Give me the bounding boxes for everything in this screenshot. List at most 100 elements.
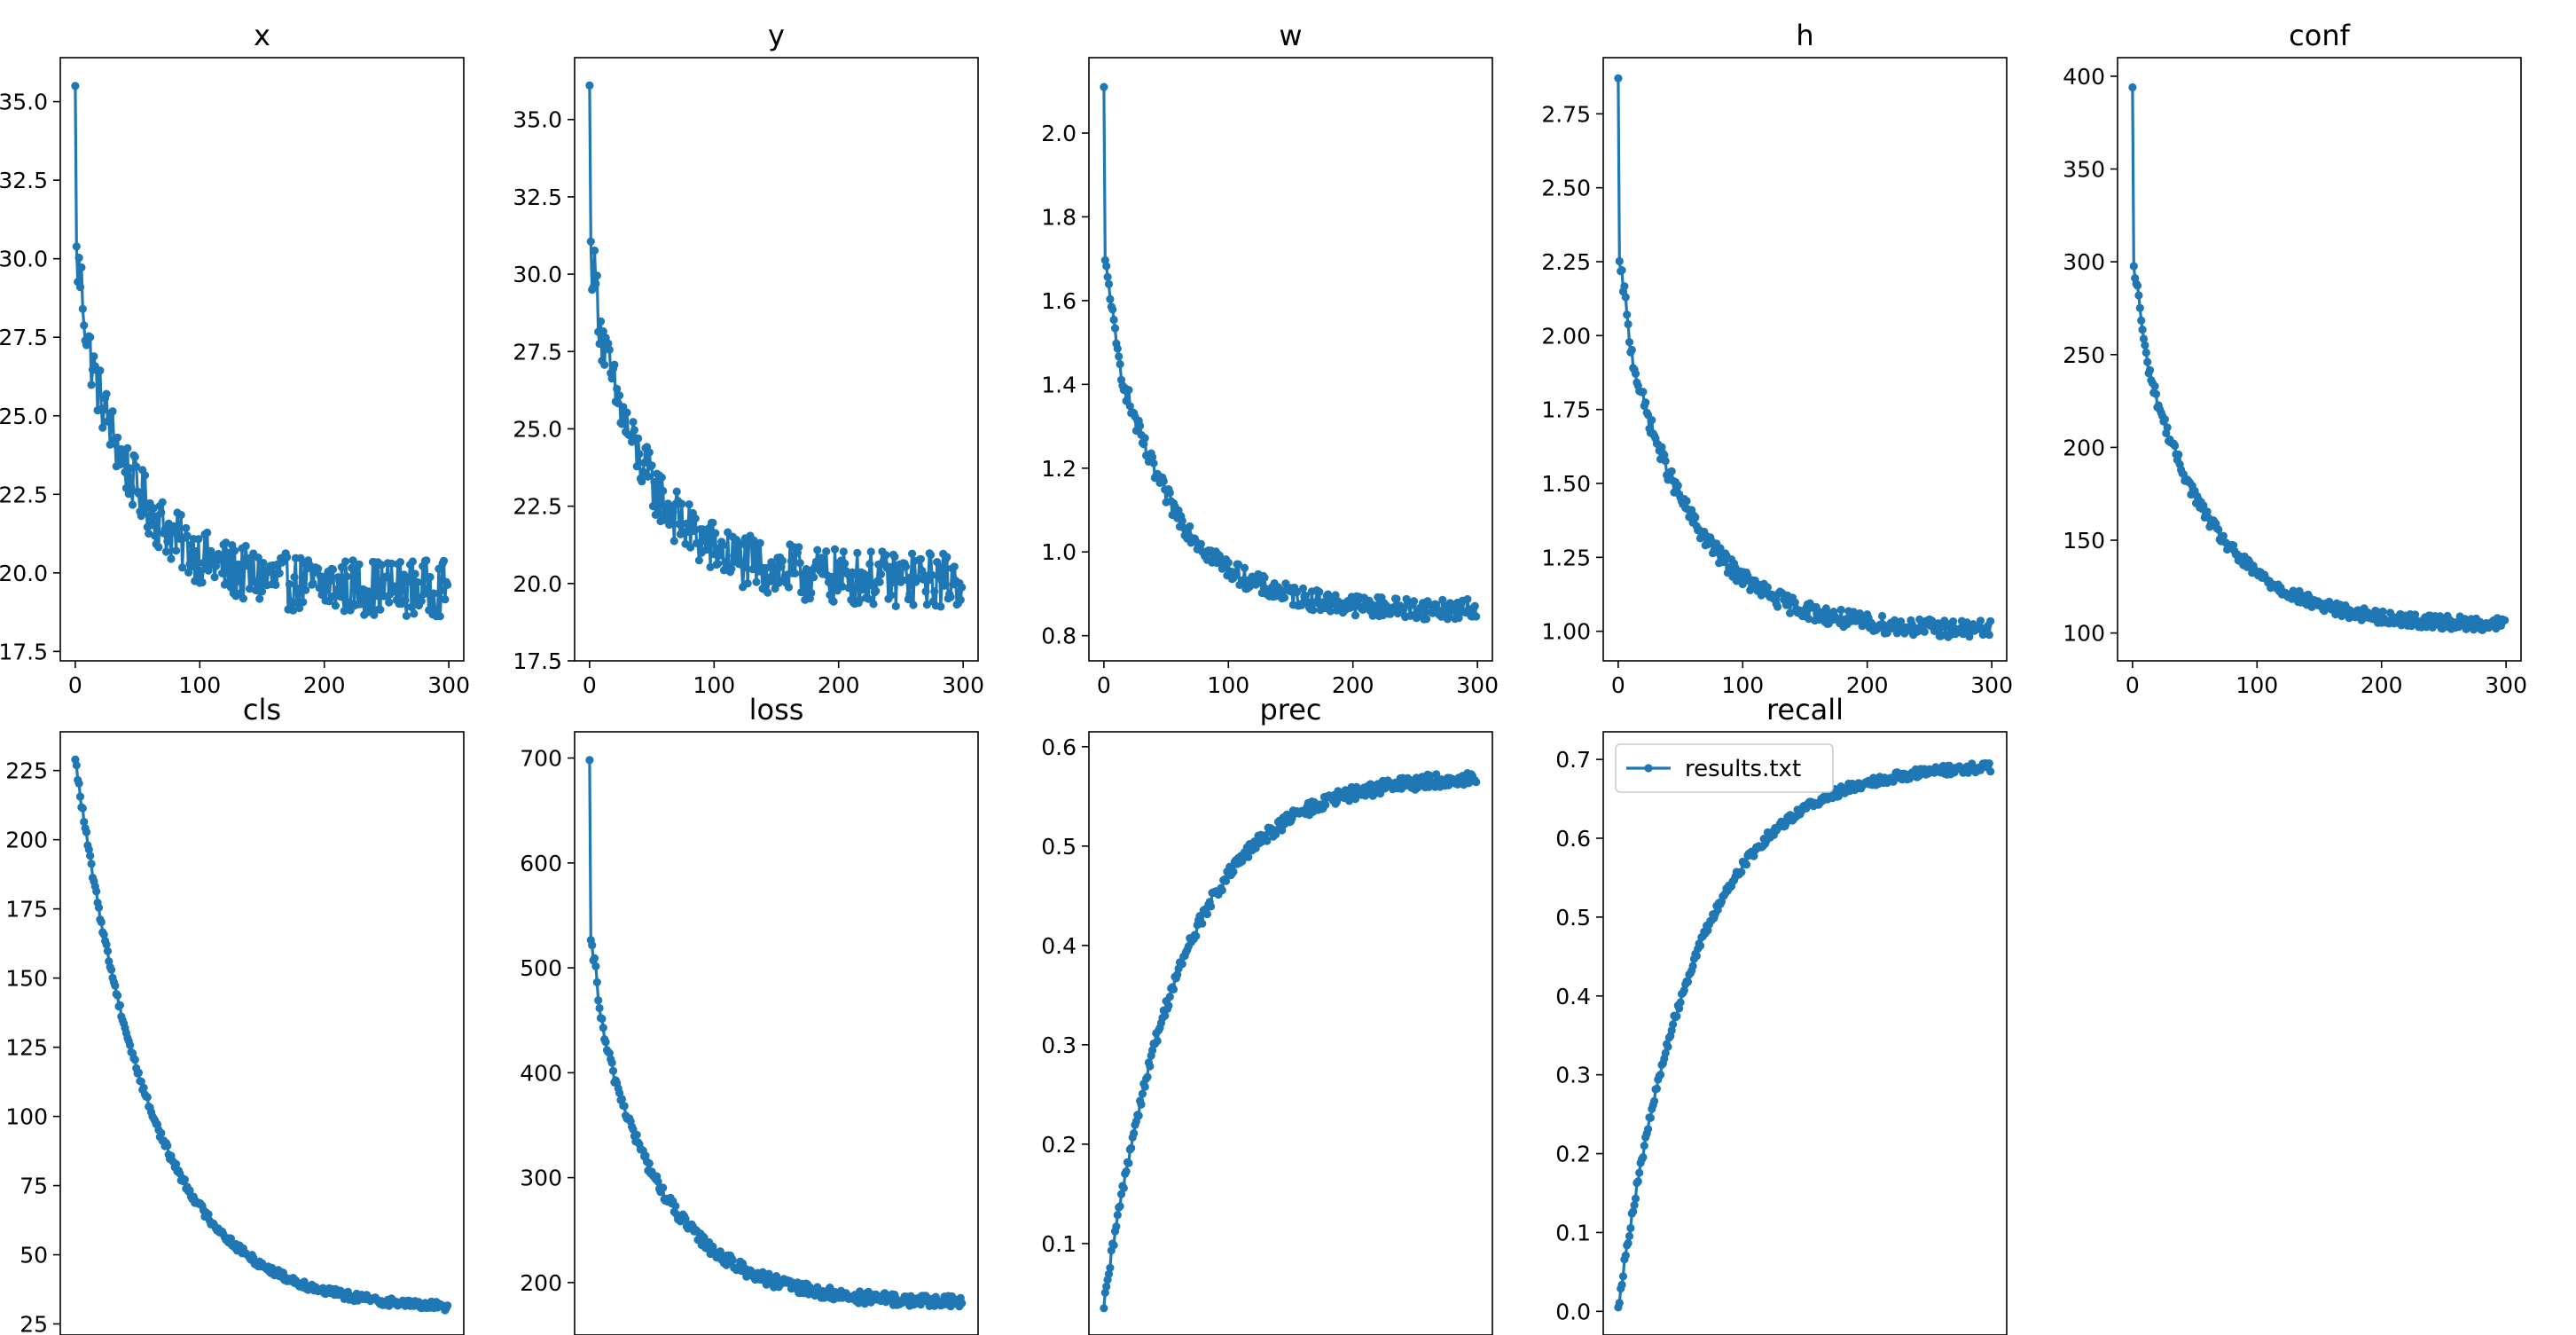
- data-point: [1134, 1111, 1143, 1120]
- data-point: [638, 467, 647, 476]
- y-tick-label: 500: [520, 955, 562, 981]
- data-point: [1331, 591, 1340, 600]
- data-point: [1178, 516, 1186, 525]
- data-point: [640, 459, 649, 467]
- data-point: [865, 560, 874, 569]
- data-point: [1104, 1269, 1114, 1278]
- data-point: [370, 610, 379, 619]
- data-point: [604, 339, 613, 348]
- x-tick-label: 0: [583, 672, 597, 698]
- y-tick-label: 200: [2063, 435, 2105, 460]
- subplot-recall: recall01002003000.00.10.20.30.40.50.60.7…: [1555, 693, 2008, 1335]
- data-point: [2141, 341, 2149, 349]
- series-line: [2131, 87, 2506, 632]
- y-tick-label: 400: [520, 1060, 562, 1086]
- subplot-y: y 0 100 200 300 17.5 20.0 22.5 25.0 27.5 30.0 32.5 3…: [513, 19, 984, 698]
- data-point: [2139, 334, 2149, 343]
- data-point: [875, 577, 884, 586]
- y-tick-label: 250: [2063, 342, 2105, 368]
- y-tick-label: 17.5: [513, 648, 562, 674]
- series-markers: [585, 756, 967, 1311]
- data-point: [203, 528, 212, 538]
- y-tick-label: 27.5: [0, 325, 48, 350]
- data-point: [80, 321, 89, 330]
- data-point: [2199, 501, 2208, 510]
- data-point: [103, 946, 112, 955]
- data-point: [1938, 623, 1947, 632]
- data-point: [1100, 1304, 1108, 1313]
- data-point: [115, 460, 124, 469]
- data-point: [1691, 513, 1700, 522]
- data-point: [1626, 1223, 1635, 1233]
- data-point: [441, 595, 450, 604]
- data-point: [869, 600, 878, 609]
- data-point: [355, 560, 364, 569]
- data-point: [1985, 631, 1993, 640]
- data-point: [339, 593, 348, 601]
- y-tick-label: 200: [5, 828, 48, 853]
- data-point: [665, 520, 674, 530]
- data-point: [1737, 868, 1746, 876]
- x-tick-label: 200: [818, 672, 860, 698]
- data-point: [940, 581, 949, 590]
- data-point: [139, 1083, 148, 1092]
- data-point: [1196, 539, 1205, 548]
- data-point: [591, 962, 600, 970]
- data-point: [250, 577, 259, 586]
- data-point: [687, 520, 696, 529]
- data-point: [1672, 1012, 1681, 1021]
- data-point: [1878, 611, 1887, 621]
- y-tick-label: 22.5: [513, 494, 562, 520]
- data-point: [672, 487, 681, 496]
- data-point: [590, 246, 599, 255]
- data-point: [1790, 598, 1799, 607]
- data-point: [839, 547, 848, 556]
- data-point: [613, 384, 622, 393]
- data-point: [654, 1177, 662, 1186]
- series-markers: [2128, 82, 2509, 635]
- data-point: [791, 569, 800, 578]
- data-point: [1130, 1129, 1139, 1138]
- y-tick-label: 35.0: [513, 107, 562, 133]
- x-tick-label: 300: [2485, 672, 2527, 698]
- data-point: [423, 585, 432, 593]
- data-point: [778, 556, 787, 565]
- data-point: [1260, 573, 1269, 582]
- data-point: [1470, 601, 1479, 610]
- data-point: [935, 562, 944, 571]
- data-point: [239, 594, 247, 603]
- data-point: [154, 543, 163, 552]
- axes-frame: [1602, 731, 2008, 1335]
- data-point: [950, 562, 959, 571]
- x-tick-label: 100: [1207, 672, 1249, 698]
- data-point: [1207, 902, 1216, 911]
- x-tick-label: 200: [1332, 672, 1374, 698]
- data-point: [2141, 348, 2150, 357]
- data-point: [1965, 632, 1974, 641]
- x-tick-label: 0: [68, 672, 82, 698]
- data-point: [1164, 1001, 1173, 1010]
- y-tick-label: 1.8: [1041, 204, 1077, 230]
- data-point: [813, 546, 822, 554]
- data-point: [1138, 1089, 1147, 1098]
- data-point: [2143, 357, 2152, 366]
- data-point: [657, 473, 666, 482]
- data-point: [1976, 616, 1985, 625]
- data-point: [1805, 615, 1813, 624]
- data-point: [1113, 1211, 1122, 1220]
- data-point: [366, 604, 375, 613]
- data-point: [711, 529, 720, 538]
- data-point: [1454, 614, 1463, 623]
- x-tick-label: 200: [303, 672, 346, 698]
- data-point: [1148, 452, 1157, 461]
- data-point: [799, 574, 809, 583]
- data-point: [172, 546, 181, 555]
- y-tick-label: 1.50: [1541, 471, 1591, 497]
- data-point: [241, 541, 250, 551]
- data-point: [114, 991, 122, 1000]
- data-point: [617, 420, 627, 428]
- data-point: [700, 1233, 709, 1242]
- data-point: [592, 978, 601, 986]
- data-point: [2163, 423, 2172, 432]
- data-point: [822, 547, 831, 556]
